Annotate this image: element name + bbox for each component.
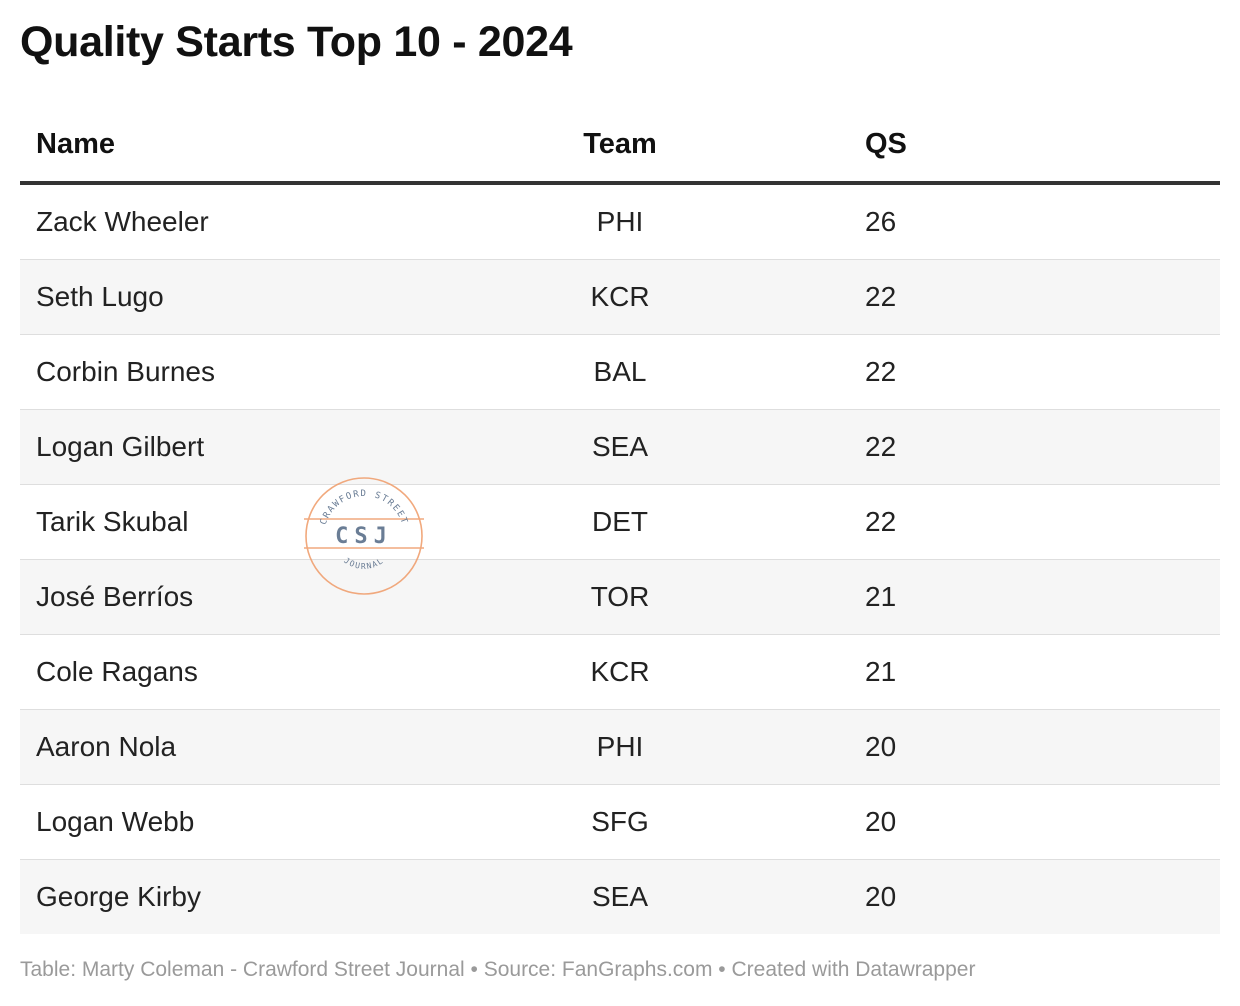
player-name-cell: George Kirby: [36, 881, 201, 912]
watermark-initials: CSJ: [335, 524, 393, 549]
team-cell: KCR: [590, 656, 650, 687]
qs-cell: 20: [865, 731, 897, 762]
team-cell: DET: [592, 506, 648, 537]
team-cell: PHI: [596, 731, 644, 762]
table-title: Quality Starts Top 10 - 2024: [20, 18, 573, 66]
qs-cell: 22: [865, 356, 897, 387]
player-name-cell: Logan Webb: [36, 806, 195, 837]
table-row: Seth Lugo KCR 22: [20, 260, 1220, 335]
player-name-cell: Zack Wheeler: [36, 206, 209, 237]
csj-watermark-logo: CRAWFORD STREET CSJ JOURNAL: [304, 477, 424, 595]
qs-cell: 26: [865, 206, 897, 237]
team-cell: PHI: [596, 206, 644, 237]
qs-cell: 20: [865, 881, 897, 912]
table-row: José Berríos TOR 21: [20, 560, 1220, 635]
team-cell: BAL: [593, 356, 647, 387]
svg-text:JOURNAL: JOURNAL: [342, 556, 385, 571]
qs-cell: 21: [865, 656, 897, 687]
table-row: Logan Webb SFG 20: [20, 785, 1220, 860]
player-name-cell: Tarik Skubal: [36, 506, 189, 537]
team-cell: SEA: [591, 881, 649, 912]
team-cell: SFG: [591, 806, 649, 837]
table-row: Corbin Burnes BAL 22: [20, 335, 1220, 410]
table-row: Logan Gilbert SEA 22: [20, 410, 1220, 485]
team-cell: SEA: [591, 431, 649, 462]
footer-separator: •: [712, 958, 732, 981]
table-row: Tarik Skubal DET 22: [20, 485, 1220, 560]
player-name-cell: Aaron Nola: [36, 731, 177, 762]
column-header-team: Team: [583, 128, 657, 160]
table-row: Zack Wheeler PHI 26: [20, 185, 1220, 260]
table-row: Aaron Nola PHI 20: [20, 710, 1220, 785]
source-text: Source: FanGraphs.com: [483, 958, 713, 981]
player-name-cell: Corbin Burnes: [36, 356, 215, 387]
qs-cell: 20: [865, 806, 897, 837]
table-footer-credit: Table: Marty Coleman - Crawford Street J…: [20, 958, 975, 982]
player-name-cell: Seth Lugo: [36, 281, 164, 312]
qs-cell: 22: [865, 431, 897, 462]
column-header-name: Name: [36, 128, 115, 160]
qs-cell: 21: [865, 581, 897, 612]
player-name-cell: José Berríos: [36, 581, 194, 612]
team-cell: TOR: [590, 581, 650, 612]
footer-separator: •: [464, 958, 484, 981]
qs-cell: 22: [865, 281, 897, 312]
team-cell: KCR: [590, 281, 650, 312]
table-row: George Kirby SEA 20: [20, 860, 1220, 934]
player-name-cell: Logan Gilbert: [36, 431, 205, 462]
column-header-qs: QS: [865, 128, 907, 160]
quality-starts-table: Name Team QS Zack Wheeler PHI 26 Seth Lu…: [20, 108, 1220, 934]
player-name-cell: Cole Ragans: [36, 656, 198, 687]
created-with-text: Created with Datawrapper: [731, 958, 976, 981]
svg-text:CRAWFORD STREET: CRAWFORD STREET: [319, 489, 409, 526]
table-header-row: Name Team QS: [20, 108, 1220, 185]
table-row: Cole Ragans KCR 21: [20, 635, 1220, 710]
credit-text: Table: Marty Coleman - Crawford Street J…: [20, 958, 465, 981]
qs-cell: 22: [865, 506, 897, 537]
